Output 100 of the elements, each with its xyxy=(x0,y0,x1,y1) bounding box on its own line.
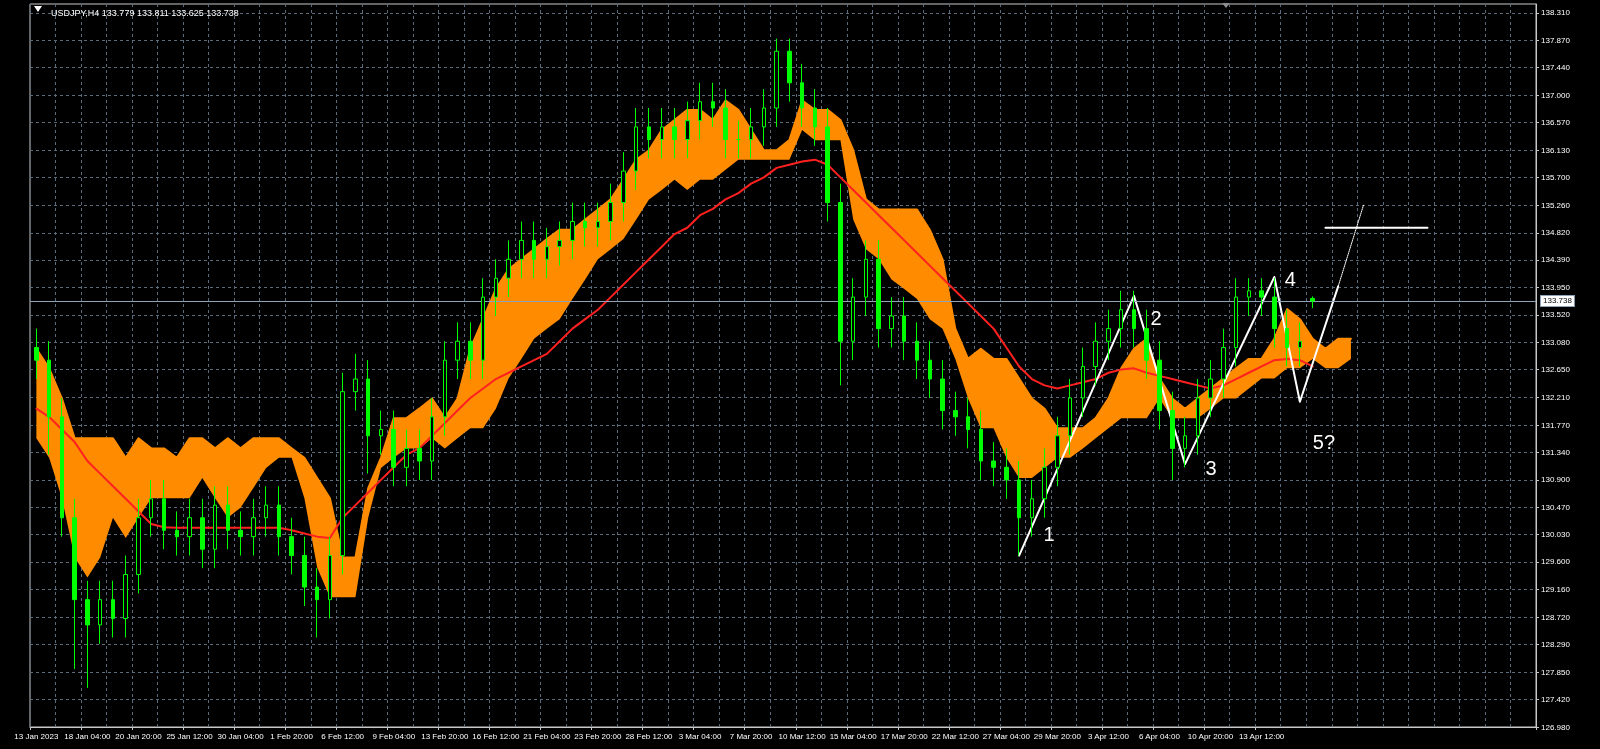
candlestick xyxy=(366,359,370,475)
candlestick xyxy=(672,107,677,159)
annotation: 2 xyxy=(1150,306,1162,329)
candlestick xyxy=(1068,378,1072,456)
candlestick xyxy=(123,555,128,638)
candlestick xyxy=(328,536,332,620)
x-tick-label: 7 Mar 20:00 xyxy=(729,731,773,741)
candlestick xyxy=(928,340,932,399)
annotation: 1 xyxy=(1043,522,1055,545)
line-series xyxy=(35,158,1314,539)
y-tick-label: 136.570 xyxy=(1541,118,1571,127)
candlestick xyxy=(953,391,958,437)
candlestick xyxy=(468,321,473,380)
x-tick-label: 21 Feb 04:00 xyxy=(523,731,572,741)
candlestick xyxy=(596,202,600,248)
candlestick xyxy=(506,239,511,298)
x-tick-label: 22 Mar 12:00 xyxy=(931,731,980,741)
x-tick-label: 25 Jan 12:00 xyxy=(166,731,214,741)
candlestick xyxy=(519,220,524,279)
y-tick-label: 130.030 xyxy=(1541,530,1571,540)
candlestick xyxy=(1132,290,1136,349)
candlestick xyxy=(340,372,345,575)
candlestick xyxy=(379,410,383,456)
x-tick-label: 16 Feb 12:00 xyxy=(472,731,520,741)
candlestick xyxy=(864,239,868,317)
candlestick xyxy=(1093,321,1098,386)
candlestick xyxy=(162,479,166,550)
candlestick xyxy=(698,82,702,141)
x-tick-label: 13 Feb 20:00 xyxy=(421,731,469,741)
y-tick-label: 134.820 xyxy=(1541,228,1571,238)
candlestick xyxy=(34,328,39,380)
candlestick xyxy=(711,82,715,128)
candlestick xyxy=(1221,328,1226,399)
candlestick xyxy=(1272,277,1277,349)
y-tick-label: 127.850 xyxy=(1541,667,1571,677)
candlestick xyxy=(634,107,638,191)
candlestick xyxy=(979,410,983,481)
candlestick xyxy=(1055,416,1060,487)
candlestick xyxy=(1247,277,1251,317)
y-tick-label: 132.210 xyxy=(1541,392,1571,402)
candlestick xyxy=(1106,309,1111,361)
candlestick xyxy=(47,340,51,456)
candlestick xyxy=(774,38,779,128)
x-tick-label: 6 Apr 04:00 xyxy=(1139,731,1181,741)
y-tick-label: 129.160 xyxy=(1541,585,1571,595)
candlestick xyxy=(455,321,460,380)
y-tick-label: 128.290 xyxy=(1541,639,1571,649)
candlestick xyxy=(608,183,613,241)
x-tick-label: 18 Jan 04:00 xyxy=(64,731,112,741)
y-tick-label: 135.260 xyxy=(1541,200,1571,210)
candlestick xyxy=(1259,277,1264,317)
y-tick-label: 133.950 xyxy=(1541,283,1571,293)
annotation: 3 xyxy=(1205,457,1217,480)
x-tick-label: 29 Mar 20:00 xyxy=(1033,731,1082,741)
x-tick-label: 30 Jan 04:00 xyxy=(217,731,265,741)
candlestick xyxy=(647,107,651,159)
candlestick xyxy=(851,277,855,361)
y-tick-label: 126.980 xyxy=(1541,722,1571,732)
candlestick xyxy=(213,485,217,569)
candlestick xyxy=(762,88,766,147)
candlestick xyxy=(889,296,894,349)
candlestick xyxy=(1183,416,1187,468)
y-tick-label: 137.870 xyxy=(1541,36,1571,46)
candlestick xyxy=(1234,277,1238,367)
candlestick xyxy=(443,340,447,437)
candlestick xyxy=(391,410,396,487)
y-tick-label: 127.420 xyxy=(1541,694,1571,704)
y-tick-label: 137.440 xyxy=(1541,63,1571,73)
candlestick xyxy=(660,107,664,159)
candlestick xyxy=(404,428,409,487)
candlestick xyxy=(111,580,115,638)
candlestick xyxy=(1298,321,1302,367)
candlestick xyxy=(1310,295,1315,309)
candlestick xyxy=(136,498,141,594)
y-tick-label: 133.520 xyxy=(1541,310,1571,320)
candlestick xyxy=(736,120,741,159)
candlestick xyxy=(98,580,102,645)
candlestick xyxy=(915,321,919,380)
annotation: 5? xyxy=(1312,430,1336,453)
y-tick-label: 133.080 xyxy=(1541,337,1571,347)
candlestick xyxy=(685,101,690,159)
x-tick-label: 27 Mar 04:00 xyxy=(982,731,1031,741)
y-tick-label: 132.650 xyxy=(1541,365,1571,375)
candlestick xyxy=(991,441,996,487)
candlestick xyxy=(175,510,179,557)
candlestick xyxy=(315,567,319,638)
candlestick xyxy=(1157,340,1162,430)
candlestick xyxy=(1030,479,1034,538)
chart-title: USDJPY,H4 133.779 133.811 133.625 133.738 xyxy=(51,7,239,18)
candlestick xyxy=(238,510,243,557)
candlestick xyxy=(1285,309,1289,367)
candlestick xyxy=(277,485,281,557)
candlestick xyxy=(302,536,307,607)
x-tick-label: 23 Feb 20:00 xyxy=(574,731,623,741)
y-tick-label: 130.900 xyxy=(1541,475,1571,485)
y-tick-label: 131.340 xyxy=(1541,447,1571,457)
candlestick xyxy=(1081,347,1085,418)
x-tick-label: 10 Apr 20:00 xyxy=(1187,731,1234,741)
candlestick xyxy=(570,202,575,260)
candlestick xyxy=(72,498,77,670)
